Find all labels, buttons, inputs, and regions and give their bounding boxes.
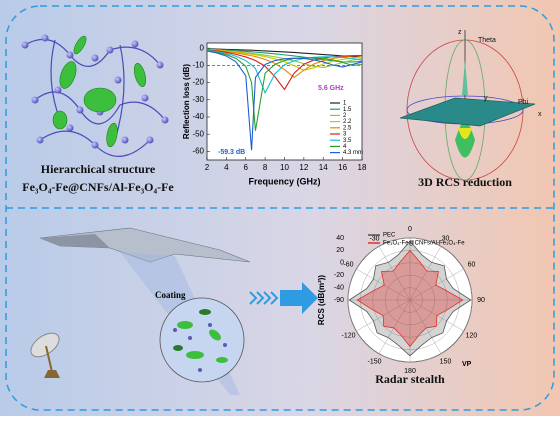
polar-spoke — [356, 268, 411, 301]
polar-spoke — [409, 268, 464, 301]
y-tick-label: 0 — [200, 43, 205, 52]
theta-tick-label: -90 — [334, 297, 344, 304]
theta-tick-label: 180 — [404, 368, 416, 375]
series-line — [206, 48, 363, 71]
series-line — [206, 48, 363, 79]
polar-spoke — [378, 299, 411, 354]
coating-circle — [159, 297, 245, 383]
chevrons — [249, 291, 279, 305]
flakes — [52, 35, 147, 148]
r-tick-label: 40 — [336, 235, 344, 242]
theta-tick-label: -60 — [343, 261, 353, 268]
y-tick-label: -40 — [192, 112, 204, 121]
legend-label: 2.5 — [343, 125, 352, 131]
polar-spoke — [378, 246, 411, 301]
r-tick-label: 20 — [336, 247, 344, 254]
theta-tick-label: 0 — [408, 226, 412, 233]
axis-label: Phi — [518, 99, 529, 106]
theta-tick-label: 90 — [477, 297, 485, 304]
axis-label: x — [538, 111, 542, 118]
y-tick-label: -10 — [192, 60, 204, 69]
legend-label: 1.5 — [343, 107, 352, 113]
caption: 3D RCS reduction — [418, 175, 512, 189]
y-tick-label: -60 — [192, 147, 204, 156]
annotation: 5.6 GHz — [318, 85, 344, 92]
theta-tick-label: -30 — [369, 235, 379, 242]
legend-label: 3 — [343, 132, 347, 138]
r-tick-label: -40 — [334, 284, 344, 291]
x-tick-label: 6 — [244, 163, 249, 172]
theta-tick-label: 30 — [442, 235, 450, 242]
x-tick-label: 8 — [263, 163, 268, 172]
r-tick-label: -20 — [334, 272, 344, 279]
theta-tick-label: -120 — [342, 332, 356, 339]
coating-label: Coating — [155, 290, 186, 300]
y-tick-label: -20 — [192, 78, 204, 87]
x-tick-label: 2 — [205, 163, 210, 172]
theta-tick-label: 150 — [440, 358, 452, 365]
series-line — [206, 50, 363, 131]
theta-tick-label: 60 — [468, 261, 476, 268]
x-tick-label: 10 — [280, 163, 289, 172]
axis-label: Theta — [478, 37, 496, 44]
legend-label: Fe₃O₄-Fe@CNFs/Al-Fe₃O₄-Fe — [383, 241, 465, 247]
series-line — [206, 48, 363, 58]
legend-label: 4.3 mm — [343, 150, 363, 156]
annotation: -59.3 dB — [218, 149, 245, 156]
legend-label: PEC — [383, 233, 396, 239]
legend-label: 2.2 — [343, 119, 352, 125]
dish — [30, 332, 60, 378]
x-tick-label: 12 — [299, 163, 308, 172]
arrow — [280, 282, 318, 314]
rcs-3d — [399, 30, 536, 181]
legend-label: 3.5 — [343, 138, 352, 144]
x-tick-label: 18 — [358, 163, 367, 172]
x-axis-label: Frequency (GHz) — [248, 176, 320, 186]
y-axis-label: RCS (dB(m²)) — [317, 275, 326, 326]
axis-label: y — [484, 95, 488, 102]
caption: Hierarchical structure — [41, 162, 156, 176]
legend-label: 2 — [343, 113, 347, 119]
axis-label: z — [458, 29, 462, 36]
y-tick-label: -50 — [192, 129, 204, 138]
y-axis-label: Reflection loss (dB) — [182, 64, 191, 139]
r-tick-label: 0 — [340, 260, 344, 267]
polar-series — [356, 249, 464, 348]
polar-series — [348, 240, 472, 357]
polar-spoke — [409, 299, 442, 354]
legend-label: 4 — [343, 144, 347, 150]
polar-spoke — [409, 246, 442, 301]
series-line — [206, 50, 363, 151]
y-tick-label: -30 — [192, 95, 204, 104]
caption: Radar stealth — [375, 372, 445, 386]
annotation: VP — [462, 361, 472, 368]
series-line — [206, 49, 363, 95]
theta-tick-label: -150 — [367, 358, 381, 365]
legend-label: 1 — [343, 101, 347, 107]
theta-tick-label: 120 — [466, 332, 478, 339]
x-tick-label: 16 — [338, 163, 347, 172]
x-tick-label: 4 — [224, 163, 229, 172]
chain-balls — [21, 34, 169, 149]
x-tick-label: 14 — [319, 163, 328, 172]
formula: Fe₃O₄-Fe@CNFs/Al-Fe₃O₄-Fe — [22, 180, 174, 194]
